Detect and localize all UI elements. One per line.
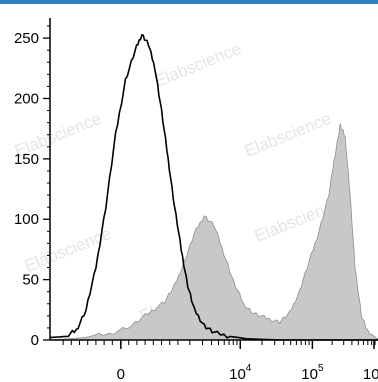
x-tick-label: 106 bbox=[363, 363, 378, 382]
axis-layer: 0 50 100 150 200 250 0 104 105 106 bbox=[14, 18, 378, 382]
outline-histogram bbox=[49, 33, 378, 341]
y-tick-label: 250 bbox=[14, 30, 39, 47]
y-tick-label: 150 bbox=[14, 151, 39, 168]
watermark-text: Elabscience bbox=[152, 39, 244, 91]
y-tick-label: 200 bbox=[14, 90, 39, 107]
series-layer bbox=[49, 33, 378, 341]
y-tick-label: 100 bbox=[14, 211, 39, 228]
x-tick-label: 105 bbox=[301, 363, 324, 382]
watermark-text: Elabscience bbox=[22, 224, 114, 276]
x-tick-label: 0 bbox=[117, 366, 125, 382]
filled-histogram bbox=[49, 123, 378, 341]
watermark-text: Elabscience bbox=[242, 109, 334, 161]
y-tick-label: 0 bbox=[31, 332, 39, 349]
top-accent-bar bbox=[0, 0, 378, 4]
x-tick-label: 104 bbox=[229, 363, 252, 382]
y-tick-label: 50 bbox=[22, 272, 39, 289]
